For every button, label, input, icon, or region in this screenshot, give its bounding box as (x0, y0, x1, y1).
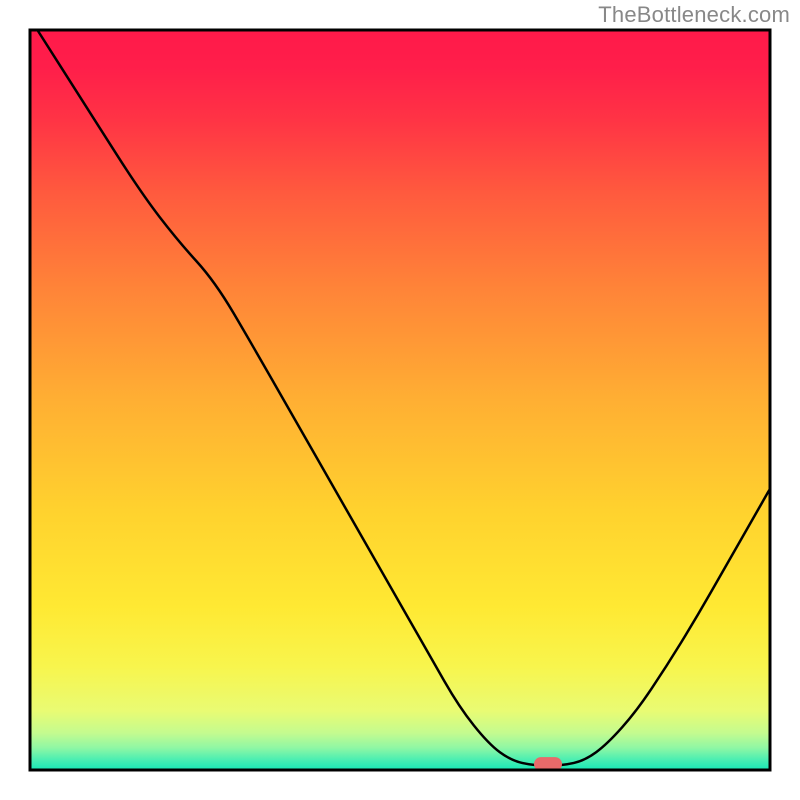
chart-container: TheBottleneck.com (0, 0, 800, 800)
bottleneck-chart (0, 0, 800, 800)
chart-background (30, 30, 770, 770)
watermark-text: TheBottleneck.com (598, 2, 790, 28)
